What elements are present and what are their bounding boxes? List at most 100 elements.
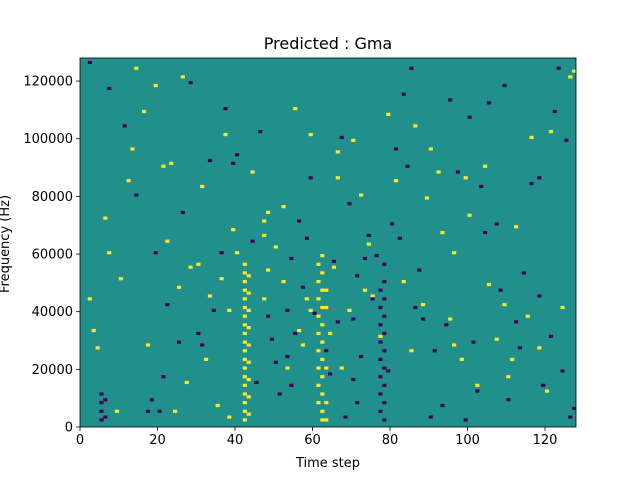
- heatmap-cell-high: [103, 216, 108, 220]
- heatmap-cell-high: [266, 268, 271, 272]
- heatmap-cell-high: [428, 147, 433, 151]
- heatmap-cell-high: [293, 107, 298, 111]
- heatmap-cell-low: [250, 239, 255, 243]
- heatmap-cell-low: [541, 383, 546, 387]
- heatmap-cell-low: [285, 354, 290, 359]
- heatmap-cell-high: [285, 366, 290, 370]
- heatmap-cell-high: [320, 288, 325, 292]
- heatmap-cell-high: [339, 366, 344, 370]
- heatmap-cell-high: [188, 265, 193, 269]
- heatmap-cell-low: [548, 334, 554, 338]
- heatmap-cell-low: [378, 392, 383, 396]
- heatmap-cell-high: [320, 409, 325, 413]
- y-tick-label: 40000: [32, 305, 73, 320]
- heatmap-cell-high: [320, 357, 325, 361]
- heatmap-cell-low: [200, 343, 205, 347]
- heatmap-cell-low: [370, 297, 375, 301]
- heatmap-cell-low: [572, 406, 577, 410]
- heatmap-cell-high: [510, 357, 515, 361]
- heatmap-cell-high: [320, 340, 325, 344]
- heatmap-cell-low: [157, 409, 162, 413]
- heatmap-cell-low: [564, 138, 569, 142]
- heatmap-cell-high: [316, 383, 321, 387]
- heatmap-cell-high: [114, 409, 120, 413]
- heatmap-cell-low: [382, 383, 387, 387]
- heatmap-cell-low: [103, 415, 108, 419]
- heatmap-cell-low: [304, 236, 309, 240]
- heatmap-cell-low: [359, 354, 364, 359]
- heatmap-cell-high: [331, 265, 337, 269]
- heatmap-cell-high: [242, 383, 247, 387]
- heatmap-cell-low: [382, 366, 387, 370]
- heatmap-cell-high: [207, 294, 213, 298]
- heatmap-cell-high: [320, 254, 325, 258]
- heatmap-cell-high: [366, 242, 371, 246]
- heatmap-cell-high: [300, 343, 306, 347]
- heatmap-cell-high: [246, 343, 251, 347]
- heatmap-cell-high: [413, 124, 418, 128]
- heatmap-cell-high: [200, 184, 205, 189]
- heatmap-cell-high: [246, 377, 251, 382]
- heatmap-cell-low: [289, 256, 294, 261]
- chart-title: Predicted : Gma: [264, 34, 392, 53]
- heatmap-cell-high: [118, 277, 123, 281]
- heatmap-cell-low: [122, 124, 127, 128]
- heatmap-cell-high: [475, 383, 480, 387]
- heatmap-cell-high: [196, 262, 201, 266]
- heatmap-cell-low: [273, 360, 278, 364]
- heatmap-cell-high: [153, 83, 158, 88]
- heatmap-cell-high: [142, 109, 147, 114]
- heatmap-cell-low: [103, 398, 108, 402]
- heatmap-cell-high: [486, 282, 492, 287]
- heatmap-cell-low: [537, 176, 542, 180]
- heatmap-cell-high: [440, 230, 445, 235]
- heatmap-cell-low: [421, 317, 426, 321]
- heatmap-cell-low: [99, 409, 104, 413]
- heatmap-cell-low: [107, 86, 112, 91]
- heatmap-cell-low: [382, 331, 387, 336]
- heatmap-cell-low: [455, 170, 461, 174]
- heatmap-cell-high: [266, 210, 271, 214]
- heatmap-cell-high: [242, 279, 247, 284]
- heatmap-cell-low: [444, 323, 449, 327]
- y-axis: 0 20000 40000 60000 80000 100000 120000: [23, 75, 80, 436]
- heatmap-cell-low: [134, 193, 139, 197]
- heatmap-cell-high: [483, 164, 488, 168]
- heatmap-cell-high: [242, 314, 247, 318]
- heatmap-cell-low: [355, 274, 360, 278]
- heatmap-cell-high: [467, 213, 472, 217]
- heatmap-cell-high: [246, 308, 251, 312]
- heatmap-cell-low: [312, 311, 317, 315]
- heatmap-cell-high: [316, 331, 321, 336]
- heatmap-cell-high: [231, 228, 236, 232]
- heatmap-cell-low: [99, 418, 104, 422]
- heatmap-cell-high: [320, 323, 325, 327]
- heatmap-cell-high: [324, 401, 329, 405]
- heatmap-cell-low: [552, 109, 557, 114]
- heatmap-cell-high: [246, 291, 251, 295]
- heatmap-cell-high: [246, 274, 251, 278]
- heatmap-cell-low: [351, 317, 356, 321]
- heatmap-cell-low: [382, 314, 387, 318]
- heatmap-cell-high: [242, 409, 247, 413]
- x-tick-label: 120: [533, 433, 558, 448]
- heatmap-cell-high: [262, 219, 267, 223]
- heatmap-cell-low: [99, 401, 104, 405]
- heatmap-cell-high: [250, 170, 255, 174]
- heatmap-cell-low: [176, 340, 182, 344]
- heatmap-cell-high: [246, 326, 251, 330]
- heatmap-cell-low: [471, 340, 476, 344]
- heatmap-cell-low: [219, 251, 224, 255]
- heatmap-cell-high: [351, 138, 356, 142]
- heatmap-cell-high: [180, 75, 185, 79]
- heatmap-cell-low: [440, 403, 445, 408]
- heatmap-cell-high: [242, 271, 247, 275]
- heatmap-cell-high: [362, 288, 368, 292]
- heatmap-cell-low: [514, 320, 519, 324]
- y-tick-label: 60000: [32, 248, 73, 263]
- heatmap-cell-high: [176, 285, 182, 289]
- heatmap-cell-low: [300, 285, 306, 289]
- x-axis: 0 20 40 60 80 100 120: [76, 427, 558, 448]
- heatmap-cell-low: [207, 158, 213, 163]
- x-tick-label: 60: [304, 433, 321, 448]
